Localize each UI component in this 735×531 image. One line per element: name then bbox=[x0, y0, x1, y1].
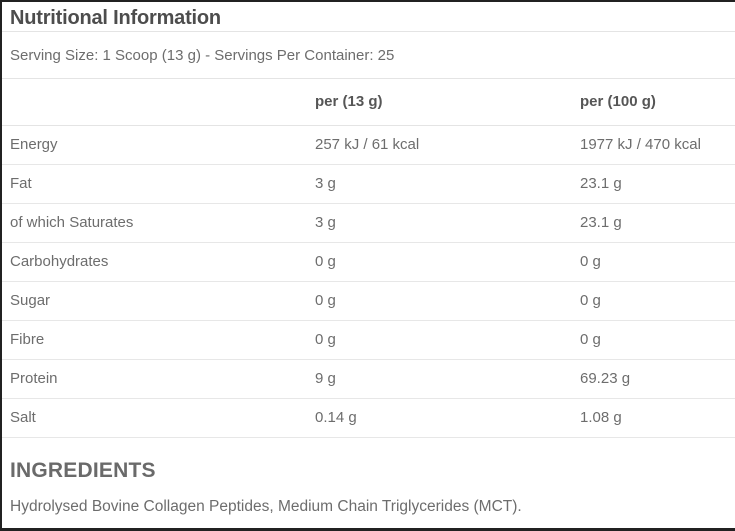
nutrient-label: Carbohydrates bbox=[2, 242, 315, 282]
per-serving-value: 3 g bbox=[315, 164, 580, 204]
table-row: Protein 9 g 69.23 g bbox=[2, 359, 735, 399]
per-serving-value: 0 g bbox=[315, 281, 580, 321]
section-title: Nutritional Information bbox=[10, 7, 221, 29]
per-100g-value: 0 g bbox=[580, 281, 735, 321]
per-serving-value: 3 g bbox=[315, 203, 580, 243]
nutrient-label: Sugar bbox=[2, 281, 315, 321]
table-row: of which Saturates 3 g 23.1 g bbox=[2, 203, 735, 243]
per-serving-value: 257 kJ / 61 kcal bbox=[315, 125, 580, 165]
ingredients-heading: INGREDIENTS bbox=[10, 458, 156, 482]
table-row: Sugar 0 g 0 g bbox=[2, 281, 735, 321]
col-header-per-100g: per (100 g) bbox=[580, 79, 735, 126]
table-row: Fibre 0 g 0 g bbox=[2, 320, 735, 360]
nutrition-table: per (13 g) per (100 g) Energy 257 kJ / 6… bbox=[2, 79, 735, 438]
per-100g-value: 1977 kJ / 470 kcal bbox=[580, 125, 735, 165]
ingredients-text: Hydrolysed Bovine Collagen Peptides, Med… bbox=[10, 497, 522, 515]
nutrient-label: Fibre bbox=[2, 320, 315, 360]
table-row: Salt 0.14 g 1.08 g bbox=[2, 398, 735, 438]
per-100g-value: 0 g bbox=[580, 242, 735, 282]
nutrient-label: Fat bbox=[2, 164, 315, 204]
per-100g-value: 1.08 g bbox=[580, 398, 735, 438]
nutrient-label: Protein bbox=[2, 359, 315, 399]
serving-size-info: Serving Size: 1 Scoop (13 g) - Servings … bbox=[2, 31, 735, 79]
col-header-per-serving: per (13 g) bbox=[315, 79, 580, 126]
nutrient-label: of which Saturates bbox=[2, 203, 315, 243]
table-row: Fat 3 g 23.1 g bbox=[2, 164, 735, 204]
per-100g-value: 23.1 g bbox=[580, 164, 735, 204]
per-serving-value: 0 g bbox=[315, 320, 580, 360]
per-serving-value: 0.14 g bbox=[315, 398, 580, 438]
col-header-nutrient bbox=[2, 79, 315, 126]
nutrient-label: Energy bbox=[2, 125, 315, 165]
table-row: Carbohydrates 0 g 0 g bbox=[2, 242, 735, 282]
table-row: Energy 257 kJ / 61 kcal 1977 kJ / 470 kc… bbox=[2, 125, 735, 165]
per-100g-value: 69.23 g bbox=[580, 359, 735, 399]
per-100g-value: 0 g bbox=[580, 320, 735, 360]
per-100g-value: 23.1 g bbox=[580, 203, 735, 243]
table-header-row: per (13 g) per (100 g) bbox=[2, 79, 735, 126]
nutrient-label: Salt bbox=[2, 398, 315, 438]
per-serving-value: 9 g bbox=[315, 359, 580, 399]
per-serving-value: 0 g bbox=[315, 242, 580, 282]
